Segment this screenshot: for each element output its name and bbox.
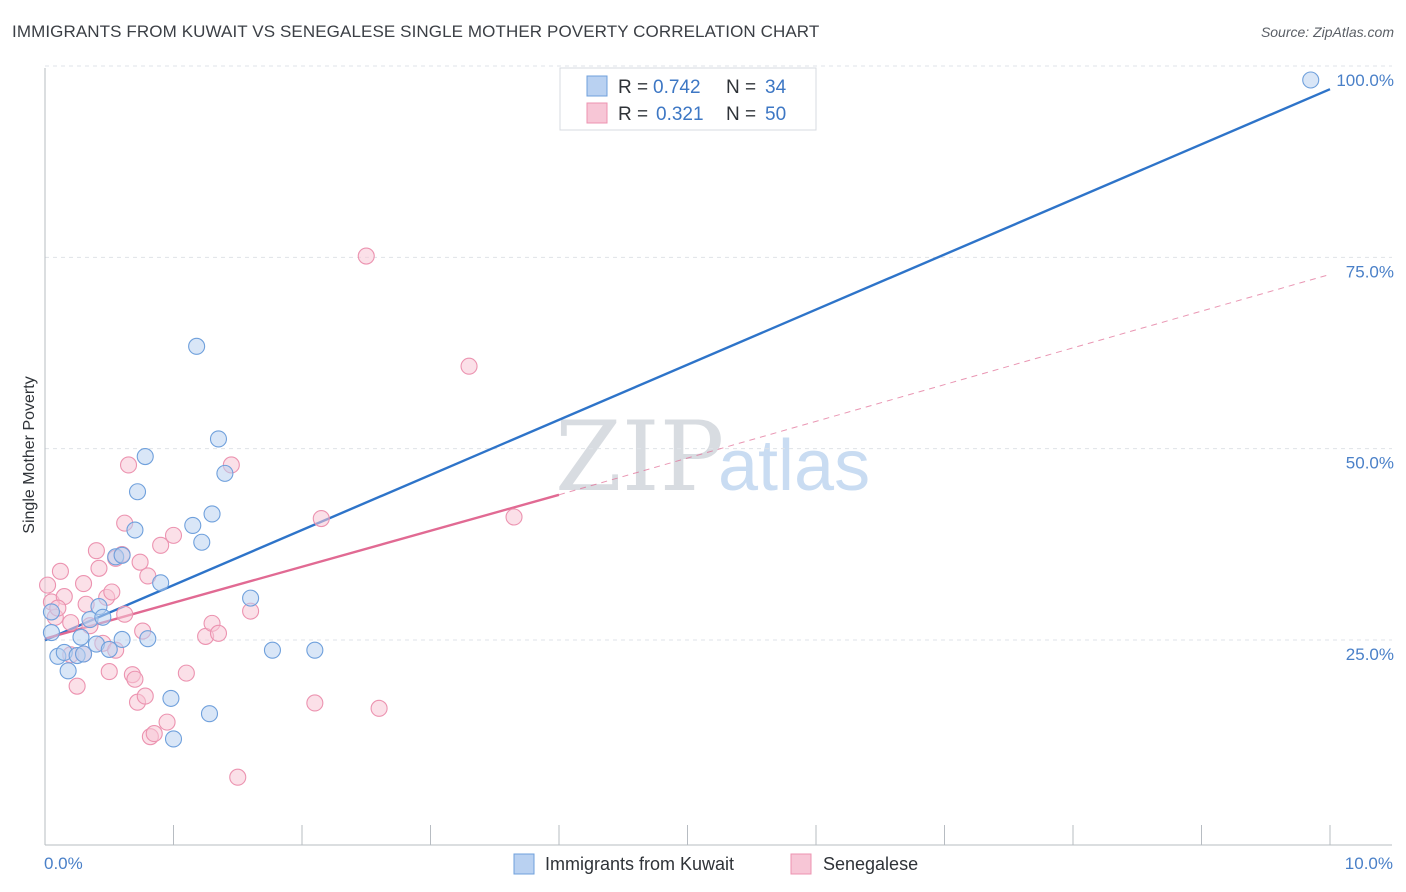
trend-lines [44,88,1331,642]
point-kuwait-23 [184,516,202,534]
point-kuwait-27 [203,505,221,523]
point-kuwait-25 [193,533,211,551]
point-kuwait-18 [136,447,154,466]
point-kuwait-28 [209,430,228,448]
legend-n-label-1: N = [726,77,756,98]
point-kuwait-0 [42,603,60,621]
point-kuwait-14 [113,546,131,564]
y-axis-label: Single Mother Poverty [21,376,38,533]
point-senegalese-15 [103,583,121,601]
point-senegalese-25 [136,687,154,705]
point-senegalese-14 [100,663,118,681]
point-senegalese-44 [505,508,523,526]
y-tick-label-50: 50.0% [1346,454,1394,473]
point-senegalese-23 [131,553,149,571]
point-kuwait-33 [1302,71,1320,89]
point-kuwait-24 [188,337,206,355]
point-senegalese-42 [370,699,388,717]
watermark-zip: ZIP [555,401,724,513]
x-ticks [44,825,1331,845]
stats-legend: R = 0.742 N = 34 R = 0.321 N = 50 [559,67,817,131]
point-senegalese-31 [164,526,183,544]
chart-title: IMMIGRANTS FROM KUWAIT VS SENEGALESE SIN… [12,22,820,41]
point-kuwait-6 [72,628,90,646]
bottom-legend-label-kuwait: Immigrants from Kuwait [545,854,734,874]
point-senegalese-40 [312,509,330,528]
point-senegalese-21 [126,670,144,688]
point-kuwait-1 [42,624,60,642]
point-senegalese-30 [158,713,176,731]
y-tick-labels: 25.0% 50.0% 75.0% 100.0% [1336,71,1394,664]
point-kuwait-26 [200,705,219,723]
y-tick-label-25: 25.0% [1346,645,1394,664]
point-senegalese-6 [68,677,86,695]
bottom-legend-label-senegalese: Senegalese [823,854,918,874]
point-kuwait-7 [75,645,93,663]
legend-r-label-1: R = [618,77,648,98]
point-kuwait-12 [100,640,118,658]
x-tick-label-max: 10.0% [1345,854,1393,873]
point-kuwait-22 [164,730,183,748]
bottom-legend-swatch-senegalese [790,853,812,875]
point-senegalese-19 [119,456,138,474]
point-senegalese-37 [229,768,247,786]
legend-r-value-2: 0.321 [656,104,704,125]
point-kuwait-21 [162,689,180,707]
legend-r-label-2: R = [618,104,648,125]
point-kuwait-16 [126,521,144,539]
legend-r-value-1: 0.742 [653,77,701,98]
point-senegalese-41 [357,247,375,265]
point-senegalese-11 [90,559,108,577]
point-senegalese-49 [62,614,80,632]
point-senegalese-32 [177,664,195,682]
legend-n-value-2: 50 [765,104,786,125]
trend-line-extension-1 [558,273,1331,496]
point-senegalese-28 [145,725,163,743]
source-attribution: Source: ZipAtlas.com [1260,24,1394,40]
point-senegalese-0 [39,576,57,594]
point-kuwait-29 [216,464,234,482]
point-senegalese-43 [460,357,478,375]
gridlines [45,65,1392,641]
bottom-legend-swatch-kuwait [513,853,535,875]
point-kuwait-32 [306,641,324,659]
point-senegalese-35 [209,624,228,642]
point-senegalese-7 [75,575,93,593]
axes [44,68,1392,846]
point-kuwait-17 [128,483,147,501]
legend-n-value-1: 34 [765,77,787,98]
data-points [39,71,1320,786]
legend-n-label-2: N = [726,104,756,125]
point-senegalese-29 [152,536,170,554]
legend-swatch-kuwait [586,75,608,97]
trend-line-0 [44,88,1331,642]
point-kuwait-31 [263,641,281,659]
x-tick-label-min: 0.0% [44,854,83,873]
point-kuwait-19 [139,630,157,648]
point-senegalese-10 [87,542,105,560]
y-tick-label-75: 75.0% [1346,262,1394,281]
point-senegalese-39 [306,694,324,712]
point-kuwait-4 [59,662,77,680]
point-kuwait-11 [94,608,112,626]
point-senegalese-48 [116,605,134,623]
point-kuwait-15 [113,630,131,649]
series-legend: Immigrants from Kuwait Senegalese [513,853,918,875]
y-tick-label-100: 100.0% [1336,71,1394,90]
point-kuwait-20 [152,574,170,592]
legend-swatch-senegalese [586,102,608,124]
point-kuwait-30 [242,589,260,607]
watermark-atlas: atlas [718,426,870,506]
point-senegalese-3 [51,562,69,580]
